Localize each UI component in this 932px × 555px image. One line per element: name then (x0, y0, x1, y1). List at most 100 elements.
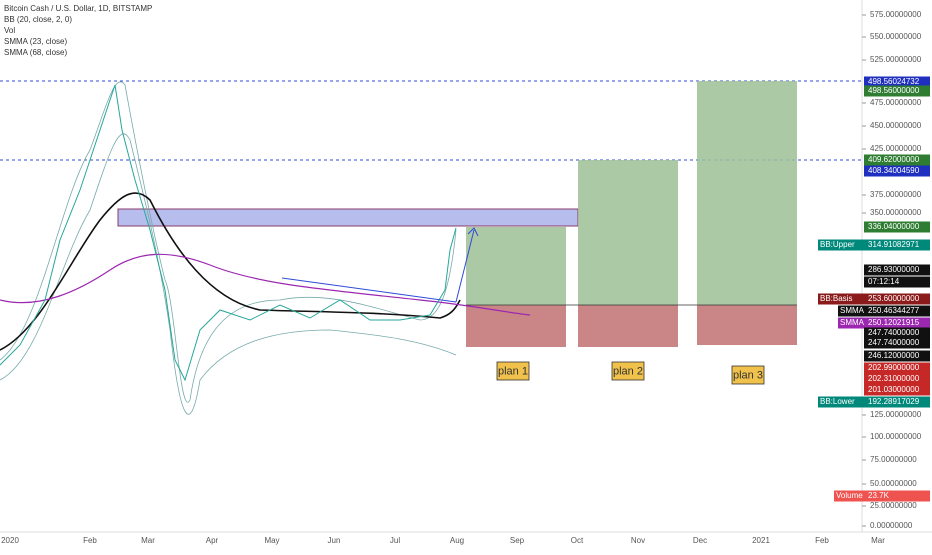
tag-text: 250.12021915 (868, 318, 920, 327)
price-sketch (0, 84, 457, 382)
tag-bg (864, 276, 930, 288)
tag-label: BB:Upper (820, 240, 855, 249)
price-label: 525.00000000 (870, 55, 922, 64)
tag-label-bg (818, 396, 864, 408)
tag-bg (864, 373, 930, 385)
tag-text: 247.74000000 (868, 328, 920, 337)
tag-text: 336.04000000 (868, 222, 920, 231)
plan-box (611, 361, 645, 381)
time-label: Jun (328, 536, 341, 545)
bollinger-upper (0, 81, 457, 403)
legend-text: Vol (4, 26, 15, 35)
tag-label: Volume (836, 491, 863, 500)
bollinger-lower (0, 133, 457, 415)
price-label: 75.00000000 (870, 455, 917, 464)
time-label: Jul (390, 536, 400, 545)
trendline (281, 277, 457, 303)
tag-text: 246.12000000 (868, 351, 920, 360)
tag-label: SMMA (840, 318, 865, 327)
price-label: 0.00000000 (870, 521, 913, 530)
time-label: Sep (510, 536, 525, 545)
tag-text: 23.7K (868, 491, 890, 500)
tag-bg (864, 337, 930, 349)
tag-bg (864, 362, 930, 374)
time-label: Nov (631, 536, 645, 545)
tag-text: 409.62000000 (868, 155, 920, 164)
profit-zone (578, 160, 678, 305)
legend-text: SMMA (23, close) (4, 37, 67, 46)
price-label: 50.00000000 (870, 479, 917, 488)
profit-zone (697, 81, 797, 305)
tag-label-bg (818, 293, 864, 305)
price-label: 25.00000000 (870, 501, 917, 510)
price-label: 350.00000000 (870, 208, 922, 217)
tag-text: 253.60000000 (868, 294, 920, 303)
tag-bg (864, 350, 930, 362)
tag-text: 498.56024732 (868, 77, 920, 86)
tag-text: 202.31000000 (868, 374, 920, 383)
tag-label: BB:Lower (820, 397, 855, 406)
price-label: 550.00000000 (870, 32, 922, 41)
projection-arrow (455, 227, 479, 303)
tag-text: 07:12:14 (868, 277, 900, 286)
tag-text: 202.99000000 (868, 363, 920, 372)
tag-bg (864, 293, 930, 305)
tag-bg (864, 165, 930, 177)
time-label: Feb (815, 536, 829, 545)
plan-label: plan 2 (613, 365, 643, 377)
tag-label: BB:Basis (820, 294, 852, 303)
time-label: Oct (571, 536, 584, 545)
tag-label-bg (834, 490, 864, 502)
tag-bg (864, 396, 930, 408)
time-label: Dec (693, 536, 707, 545)
price-label: 450.00000000 (870, 121, 922, 130)
time-label: 2020 (1, 536, 19, 545)
tag-bg (864, 327, 930, 339)
smma-23 (0, 192, 461, 351)
price-label: 125.00000000 (870, 410, 922, 419)
tag-label: SMMA (840, 306, 865, 315)
tag-bg (864, 264, 930, 276)
plan-box (731, 365, 765, 385)
price-label: 100.00000000 (870, 432, 922, 441)
tag-label-bg (818, 239, 864, 251)
resistance-zone (117, 208, 579, 227)
tag-label-bg (838, 317, 864, 329)
plan-label: plan 1 (498, 365, 528, 377)
tag-text: 286.93000000 (868, 265, 920, 274)
tag-text: 201.03000000 (868, 385, 920, 394)
tag-text: 250.46344277 (868, 306, 920, 315)
time-label: Mar (141, 536, 155, 545)
price-label: 575.00000000 (870, 10, 922, 19)
tag-bg (864, 384, 930, 396)
loss-zone (466, 305, 566, 347)
plan-label: plan 3 (733, 369, 763, 381)
tag-text: 408.34004590 (868, 166, 920, 175)
smma-68 (0, 253, 531, 316)
profit-zone (466, 227, 566, 305)
tag-bg (864, 490, 930, 502)
time-label: Apr (206, 536, 219, 545)
tag-text: 192.28917029 (868, 397, 920, 406)
time-label: Feb (83, 536, 97, 545)
loss-zone (697, 305, 797, 345)
tag-bg (864, 317, 930, 329)
time-label: Aug (450, 536, 464, 545)
time-label: May (264, 536, 279, 545)
price-label: 425.00000000 (870, 144, 922, 153)
tag-text: 247.74000000 (868, 338, 920, 347)
price-label: 475.00000000 (870, 98, 922, 107)
tag-bg (864, 239, 930, 251)
tag-label-bg (838, 305, 864, 317)
legend-text: Bitcoin Cash / U.S. Dollar, 1D, BITSTAMP (4, 4, 152, 13)
time-label: Mar (871, 536, 885, 545)
tag-bg (864, 76, 930, 88)
tag-text: 314.91082971 (868, 240, 920, 249)
tag-bg (864, 305, 930, 317)
loss-zone (578, 305, 678, 347)
time-label: 2021 (752, 536, 770, 545)
legend-text: BB (20, close, 2, 0) (4, 15, 72, 24)
tag-bg (864, 154, 930, 166)
tag-bg (864, 85, 930, 97)
